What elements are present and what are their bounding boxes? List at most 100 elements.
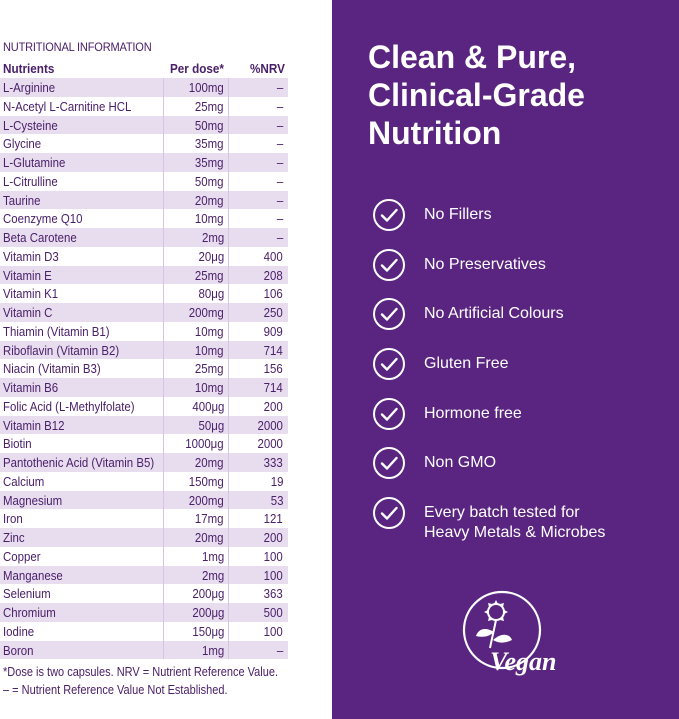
cell-nrv: 500 xyxy=(263,605,283,620)
cell-name: Zinc xyxy=(3,530,25,545)
cell-dose: 10mg xyxy=(195,323,224,339)
table-row: Magnesium 200mg 53 xyxy=(0,490,288,510)
table-row: Pantothenic Acid (Vitamin B5) 20mg 333 xyxy=(0,453,288,472)
table-row: Riboflavin (Vitamin B2) 10mg 714 xyxy=(0,340,288,360)
table-row: Vitamin C 200mg 250 xyxy=(0,303,288,322)
cell-dose: 35mg xyxy=(195,155,224,170)
cell-dose: 10mg xyxy=(195,211,224,227)
cell-dose: 1mg xyxy=(201,642,224,658)
cell-dose: 2mg xyxy=(201,230,224,245)
feature-gluten-free: Gluten Free xyxy=(372,347,672,387)
nutrition-table: L-Arginine 100mg – N-Acetyl L-Carnitine HCL… xyxy=(0,78,288,660)
table-row: Coenzyme Q10 10mg – xyxy=(0,209,288,228)
table-row: Iron 17mg 121 xyxy=(0,509,288,528)
cell-name: Coenzyme Q10 xyxy=(3,211,83,227)
table-row: Calcium 150mg 19 xyxy=(0,471,288,491)
table-row: L-Citrulline 50mg – xyxy=(0,171,288,191)
cell-nrv: 53 xyxy=(270,492,283,508)
vegan-logo-ring-icon xyxy=(462,590,542,670)
header-per-dose: Per dose* xyxy=(170,61,224,76)
table-row: Vitamin B12 50μg 2000 xyxy=(0,415,288,435)
panel-headline: Clean & Pure, Clinical-Grade Nutrition xyxy=(368,38,668,152)
cell-name: Biotin xyxy=(3,436,32,452)
cell-nrv: 200 xyxy=(263,398,283,414)
check-circle-icon xyxy=(373,398,405,430)
feature-label: Non GMO xyxy=(424,454,497,471)
cell-nrv: – xyxy=(276,211,283,227)
cell-nrv: 250 xyxy=(263,305,283,320)
cell-name: Iodine xyxy=(3,623,35,639)
feature-label: No Artificial Colours xyxy=(424,305,564,322)
feature-label-line: Heavy Metals & Microbes xyxy=(424,524,606,541)
vegan-logo-text: Vegan xyxy=(490,647,556,676)
nutrition-title: NUTRITIONAL INFORMATION xyxy=(3,40,152,54)
table-row: L-Cysteine 50mg – xyxy=(0,115,288,135)
table-row: Niacin (Vitamin B3) 25mg 156 xyxy=(0,359,288,378)
check-circle-icon xyxy=(373,447,405,479)
cell-name: Beta Carotene xyxy=(3,230,77,245)
table-row: Vitamin D3 20μg 400 xyxy=(0,246,288,266)
table-row: Beta Carotene 2mg – xyxy=(0,228,288,247)
cell-name: Niacin (Vitamin B3) xyxy=(3,361,101,377)
cell-nrv: – xyxy=(276,173,283,189)
cell-dose: 150mg xyxy=(189,473,224,489)
column-divider xyxy=(228,78,229,660)
cell-name: Taurine xyxy=(3,192,41,208)
cell-dose: 10mg xyxy=(195,380,224,395)
feature-no-fillers: No Fillers xyxy=(372,198,672,238)
cell-nrv: 19 xyxy=(270,473,283,489)
cell-name: Manganese xyxy=(3,567,63,583)
feature-hormone-free: Hormone free xyxy=(372,397,672,437)
cell-dose: 200μg xyxy=(191,586,224,602)
cell-name: Pantothenic Acid (Vitamin B5) xyxy=(3,455,155,470)
cell-dose: 80μg xyxy=(198,286,224,302)
table-row: Vitamin E 25mg 208 xyxy=(0,265,288,285)
cell-name: Selenium xyxy=(3,586,51,602)
feature-no-preservatives: No Preservatives xyxy=(372,248,672,288)
footnote-line: *Dose is two capsules. NRV = Nutrient Re… xyxy=(3,665,279,679)
cell-dose: 50mg xyxy=(195,173,224,189)
feature-batch-tested: Every batch tested for Heavy Metals & Mi… xyxy=(372,496,672,548)
cell-nrv: 400 xyxy=(263,248,283,264)
cell-dose: 20mg xyxy=(195,455,224,470)
column-divider xyxy=(163,78,164,660)
table-row: Folic Acid (L-Methylfolate) 400μg 200 xyxy=(0,396,288,416)
cell-nrv: 2000 xyxy=(257,436,283,452)
check-circle-icon xyxy=(373,249,405,281)
vegan-logo: Vegan xyxy=(462,590,556,676)
cell-nrv: – xyxy=(276,230,283,245)
cell-dose: 35mg xyxy=(195,136,224,152)
nutrition-table-header: Nutrients Per dose* %NRV xyxy=(0,59,288,77)
cell-name: Magnesium xyxy=(3,492,63,508)
feature-label: Hormone free xyxy=(424,405,522,422)
cell-nrv: 106 xyxy=(263,286,283,302)
footnote-line: – = Nutrient Reference Value Not Establi… xyxy=(3,683,228,697)
cell-nrv: – xyxy=(276,117,283,133)
cell-nrv: 121 xyxy=(263,511,283,527)
cell-nrv: 100 xyxy=(263,567,283,583)
cell-dose: 50mg xyxy=(195,117,224,133)
table-row: N-Acetyl L-Carnitine HCL 25mg – xyxy=(0,96,288,116)
table-row: Boron 1mg – xyxy=(0,640,288,660)
cell-name: L-Arginine xyxy=(3,80,56,95)
cell-nrv: 208 xyxy=(263,267,283,283)
cell-name: L-Glutamine xyxy=(3,155,66,170)
cell-name: Chromium xyxy=(3,605,56,620)
nutrition-panel: NUTRITIONAL INFORMATION Nutrients Per do… xyxy=(0,0,332,719)
table-row: Glycine 35mg – xyxy=(0,134,288,153)
cell-dose: 50μg xyxy=(198,417,224,433)
benefits-panel xyxy=(332,0,679,719)
cell-dose: 150μg xyxy=(191,623,224,639)
cell-name: Thiamin (Vitamin B1) xyxy=(3,323,110,339)
nutrition-footnote: *Dose is two capsules. NRV = Nutrient Re… xyxy=(3,663,278,699)
check-circle-icon xyxy=(373,348,405,380)
cell-name: N-Acetyl L-Carnitine HCL xyxy=(3,98,132,114)
cell-name: L-Cysteine xyxy=(3,117,58,133)
cell-nrv: – xyxy=(276,192,283,208)
check-circle-icon xyxy=(373,497,405,529)
headline-line: Nutrition xyxy=(368,115,502,151)
cell-nrv: 2000 xyxy=(257,417,283,433)
header-nrv: %NRV xyxy=(250,61,285,76)
cell-name: Vitamin K1 xyxy=(3,286,59,302)
cell-dose: 400μg xyxy=(191,398,224,414)
